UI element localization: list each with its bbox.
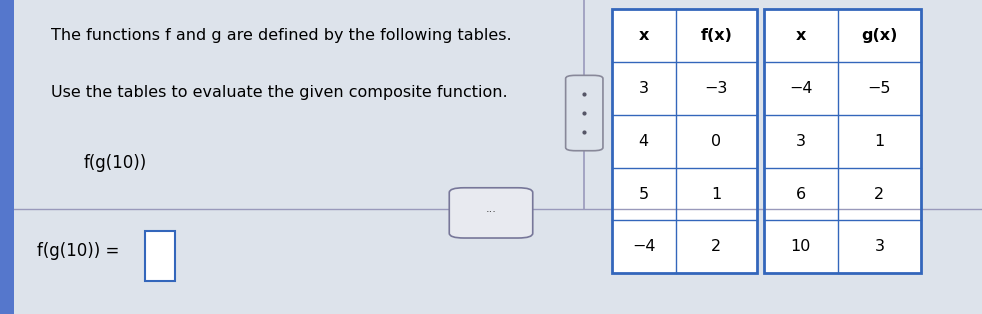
Text: −5: −5	[868, 81, 891, 96]
Text: 2: 2	[711, 239, 722, 254]
Text: f(x): f(x)	[700, 28, 733, 43]
Bar	[612, 9, 757, 273]
Text: g(x): g(x)	[861, 28, 898, 43]
Text: 1: 1	[711, 187, 722, 202]
Bar	[764, 9, 921, 273]
Text: 4: 4	[638, 134, 649, 149]
Text: 0: 0	[711, 134, 722, 149]
Bar	[145, 231, 175, 281]
Text: 3: 3	[638, 81, 649, 96]
Text: 5: 5	[638, 187, 649, 202]
Bar	[612, 9, 757, 273]
Text: The functions f and g are defined by the following tables.: The functions f and g are defined by the…	[51, 28, 512, 43]
Text: Use the tables to evaluate the given composite function.: Use the tables to evaluate the given com…	[51, 85, 508, 100]
Text: ...: ...	[485, 204, 497, 214]
Text: 6: 6	[795, 187, 806, 202]
Text: 10: 10	[791, 239, 811, 254]
Text: 3: 3	[874, 239, 885, 254]
Text: f(g(10)): f(g(10))	[83, 154, 146, 172]
Text: 1: 1	[874, 134, 885, 149]
Text: 2: 2	[874, 187, 885, 202]
Text: x: x	[795, 28, 806, 43]
Bar	[0, 0, 14, 314]
Text: x: x	[638, 28, 649, 43]
Text: −3: −3	[705, 81, 728, 96]
Text: −4: −4	[790, 81, 812, 96]
FancyBboxPatch shape	[566, 75, 603, 151]
Text: f(g(10)) =: f(g(10)) =	[37, 242, 120, 260]
Text: 3: 3	[795, 134, 806, 149]
FancyBboxPatch shape	[449, 188, 532, 238]
Bar	[764, 9, 921, 273]
Text: −4: −4	[632, 239, 655, 254]
